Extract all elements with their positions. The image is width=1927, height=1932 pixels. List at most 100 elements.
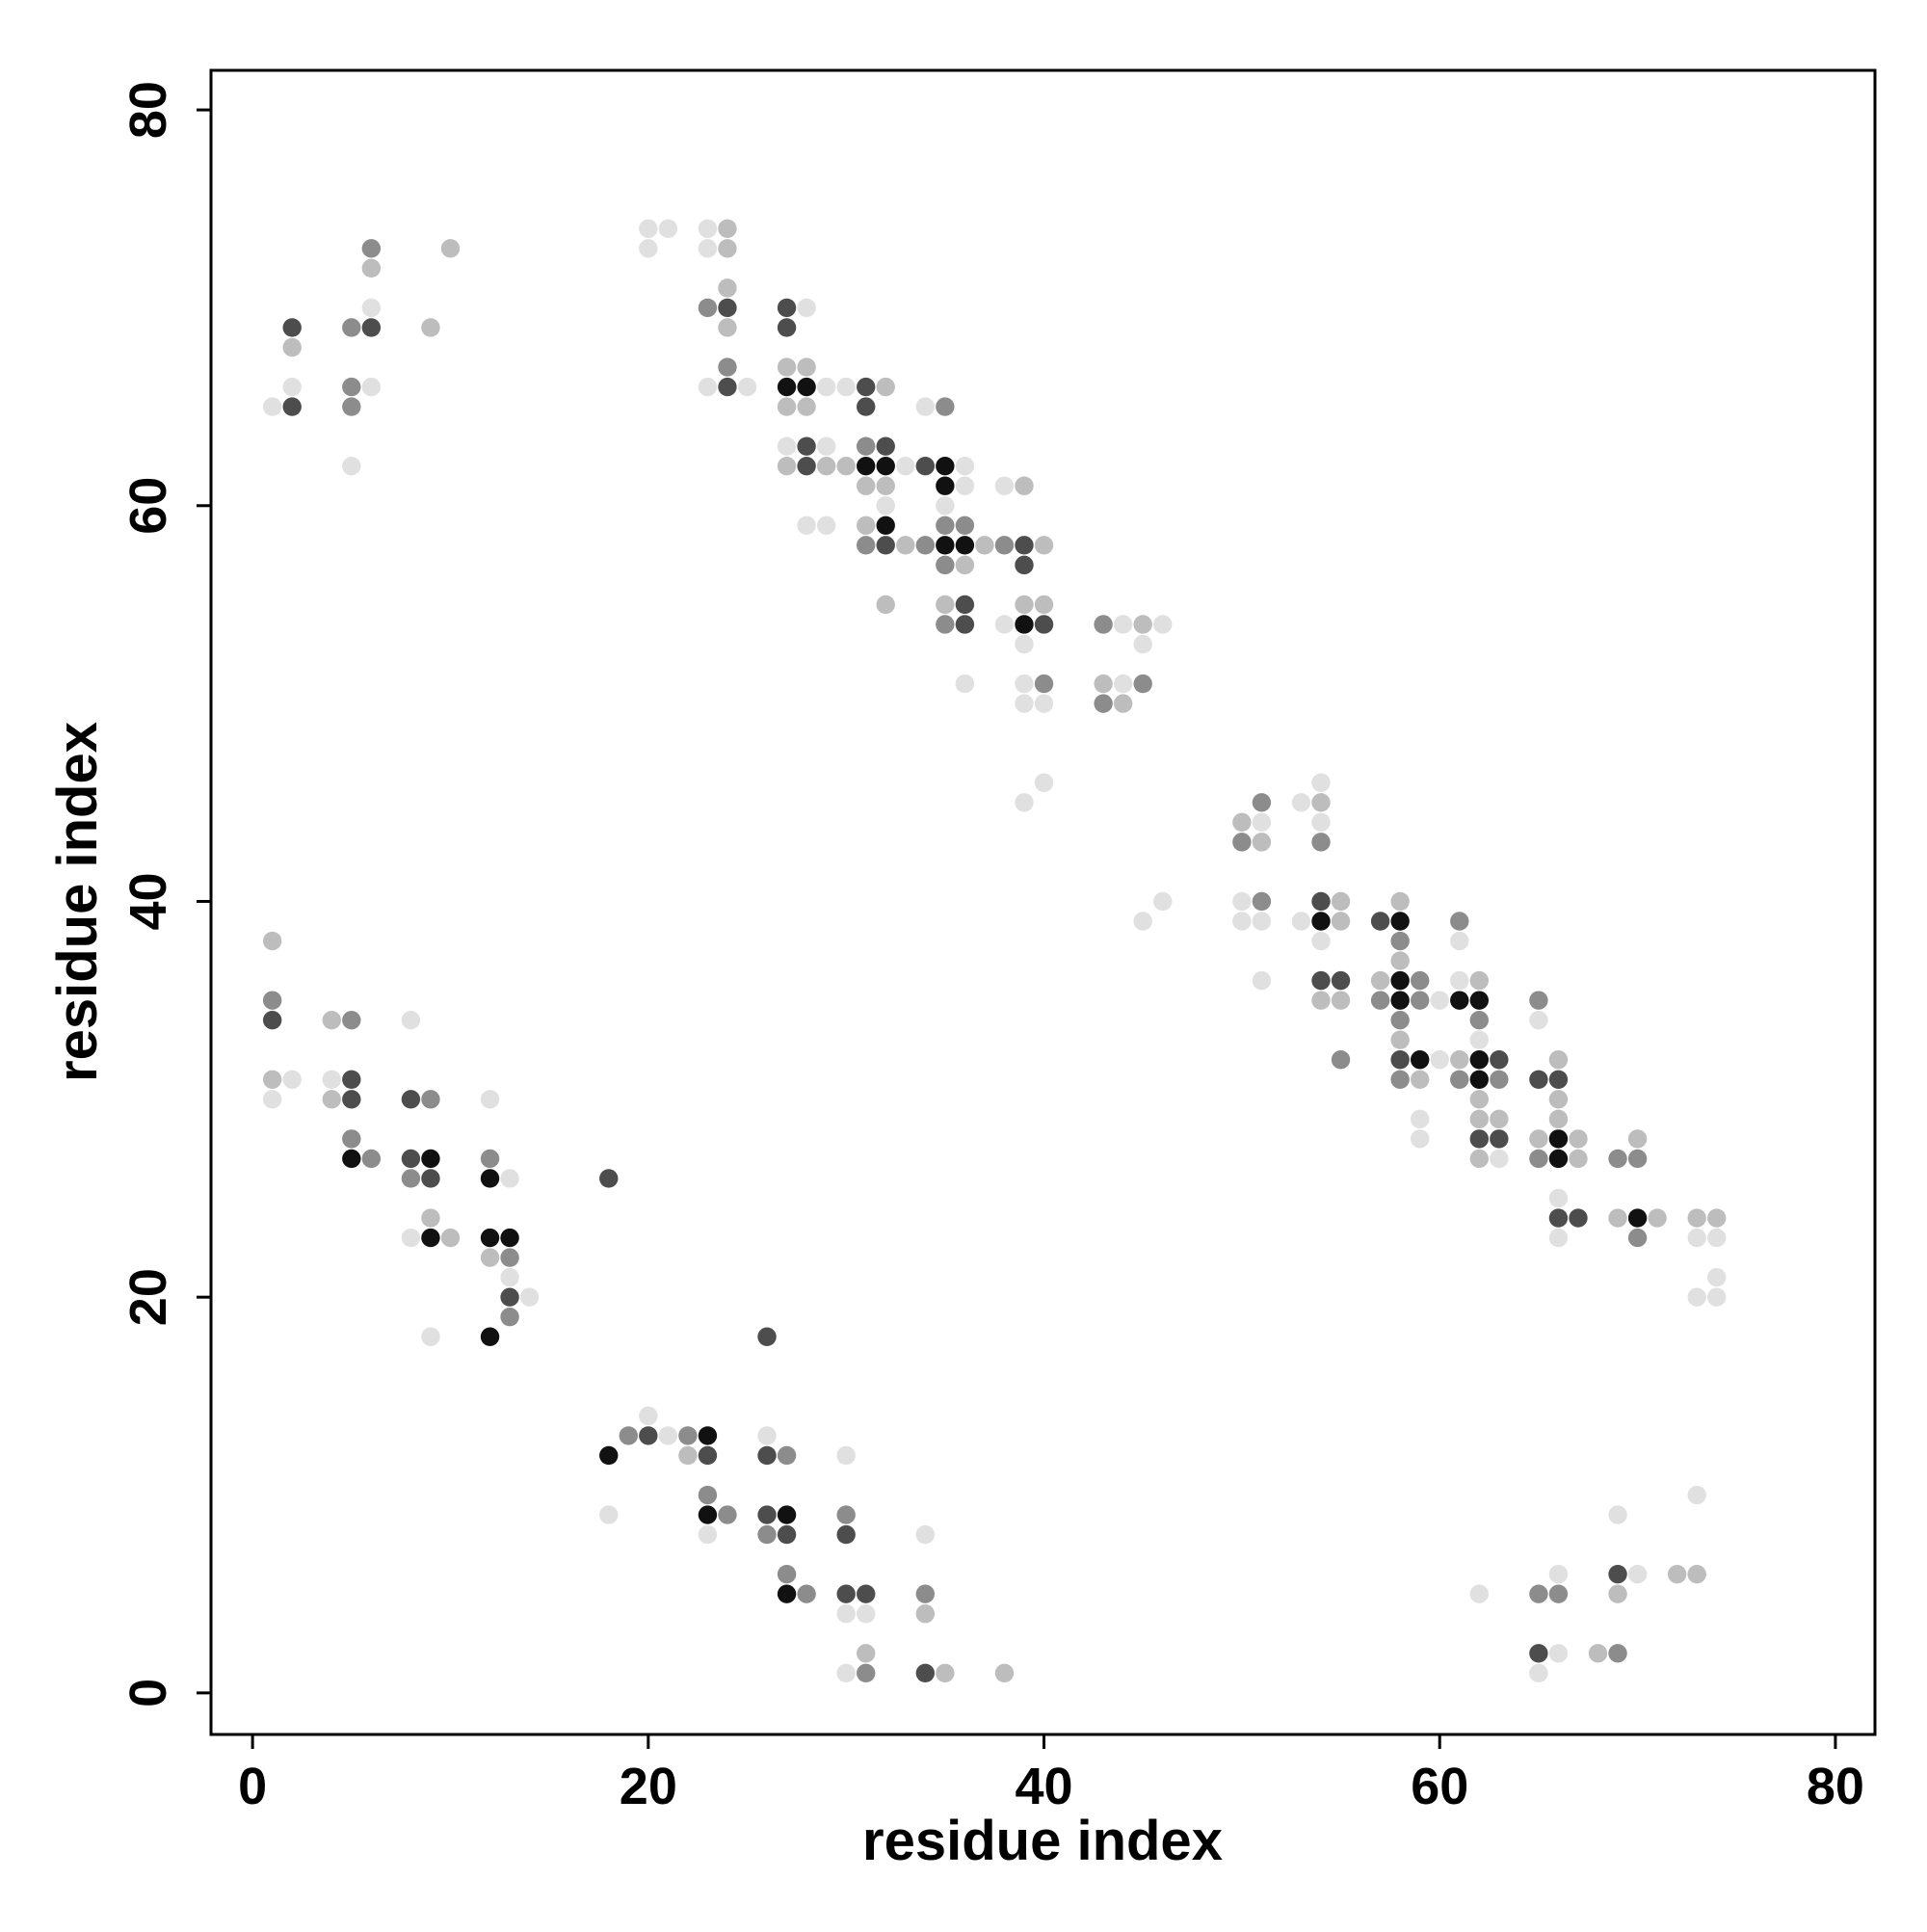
point [1370,970,1390,991]
y-tick-label: 0 [119,1679,177,1707]
point [361,1149,382,1169]
point [836,457,856,476]
point [936,536,955,555]
point [797,437,816,456]
point [1232,833,1252,852]
y-tick-label: 80 [119,81,177,139]
point [1410,1109,1430,1129]
point [698,298,718,318]
point [1707,1228,1727,1248]
point [857,377,876,397]
point [1450,1050,1469,1070]
point [342,1129,361,1149]
point [836,1505,856,1524]
point [500,1287,519,1307]
point [836,1604,856,1624]
point [994,615,1015,634]
point [698,377,718,397]
point [857,1663,876,1683]
point [955,457,975,476]
point [698,1485,718,1505]
point [718,1505,737,1524]
point [1548,1090,1569,1109]
point [619,1426,638,1445]
point [342,457,361,476]
point [1311,812,1331,833]
point [1569,1149,1588,1169]
point [777,298,797,318]
point [282,1070,302,1089]
point [816,377,836,397]
point [262,931,282,951]
point [678,1426,698,1445]
point [639,1406,658,1426]
point [1450,1070,1469,1089]
point [1311,991,1331,1010]
point [262,1010,282,1030]
point [915,536,936,555]
point [1015,555,1034,575]
point [836,377,856,397]
point [421,1327,440,1346]
point [1490,1050,1509,1070]
point [401,1090,421,1109]
point [262,991,282,1010]
point [797,298,816,318]
x-tick-label: 40 [1015,1758,1072,1815]
point [1331,891,1351,912]
point [421,1228,440,1248]
point [1608,1505,1627,1524]
point [1548,1584,1569,1603]
point [1153,891,1173,912]
point [480,1090,500,1109]
point [1311,833,1331,852]
point [1015,634,1034,654]
point [1569,1129,1588,1149]
point [955,476,975,495]
point [777,1584,797,1603]
point [480,1248,500,1267]
point [936,615,955,634]
point [876,516,895,536]
point [500,1228,519,1248]
point [1311,891,1331,912]
point [915,397,936,416]
point [1548,1644,1569,1663]
point [1331,970,1351,991]
point [936,1663,955,1683]
point [1490,1149,1509,1169]
point [955,536,975,555]
point [342,397,361,416]
point [994,536,1015,555]
point [500,1169,519,1188]
point [757,1327,777,1346]
point [718,357,737,377]
point [1015,595,1034,615]
x-tick-label: 80 [1807,1758,1864,1815]
point [1311,773,1331,792]
point [797,357,816,377]
point [915,1663,936,1683]
point [955,674,975,694]
point [1390,951,1410,970]
point [322,1070,341,1089]
y-tick-label: 20 [119,1268,177,1326]
point [1252,793,1272,812]
point [322,1090,341,1109]
point [698,219,718,238]
point [1569,1208,1588,1228]
point [1034,773,1054,792]
point [1410,1070,1430,1089]
point [857,476,876,495]
point [1370,991,1390,1010]
point [876,496,895,516]
point [955,516,975,536]
point [936,595,955,615]
point [718,298,737,318]
point [1370,912,1390,931]
point [1410,1129,1430,1149]
point [1627,1228,1648,1248]
point [1015,476,1034,495]
point [1430,1050,1449,1070]
